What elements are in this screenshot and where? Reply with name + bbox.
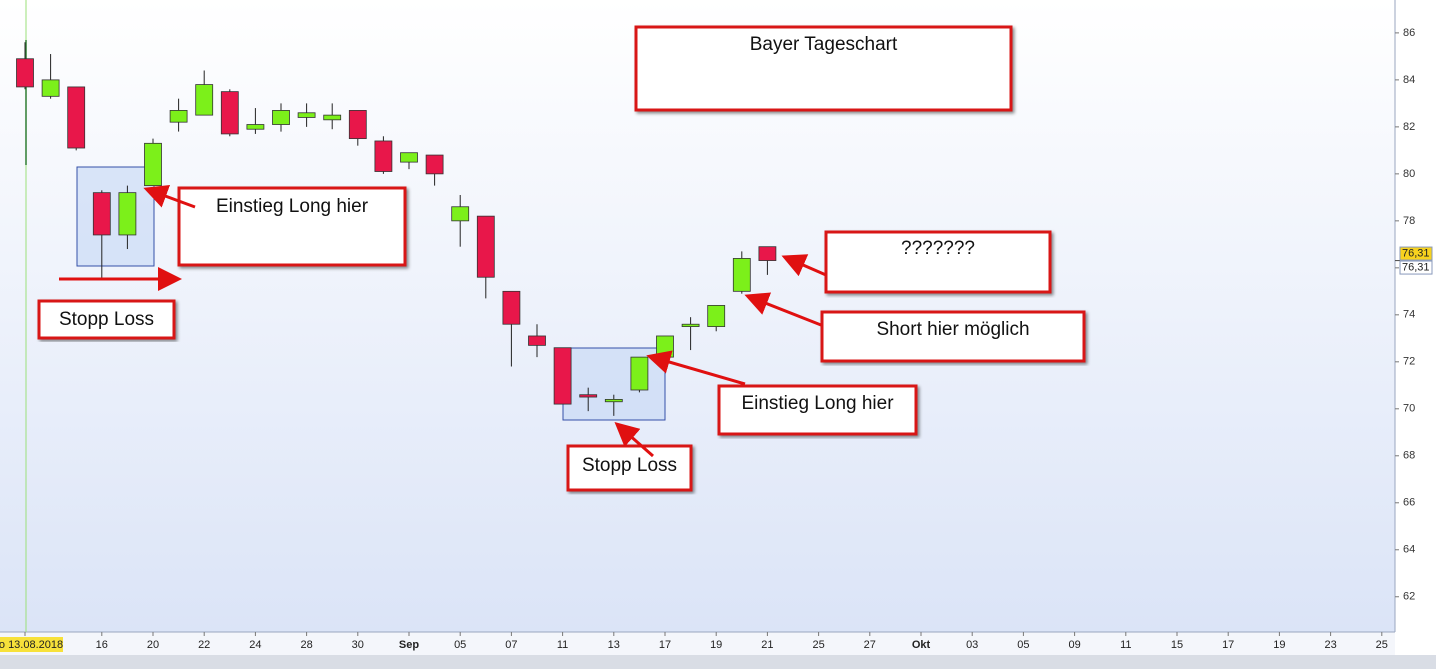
candle-body [144, 142, 162, 187]
y-tick-label: 84 [1403, 74, 1415, 86]
arrow [614, 422, 654, 458]
arrow [781, 254, 827, 277]
annotation-text: Stopp Loss [59, 309, 154, 330]
candle-body [323, 114, 342, 121]
x-tick-label: 07 [505, 639, 517, 651]
x-tick-label: Okt [912, 639, 931, 651]
annotation-box [37, 299, 176, 340]
candle-body [246, 124, 265, 130]
x-tick-label: 03 [966, 639, 978, 651]
arrow [143, 184, 196, 209]
candle-body [707, 305, 726, 327]
annotation-box [177, 186, 407, 267]
candle-body [297, 112, 316, 118]
annotation-text: Stopp Loss [582, 455, 677, 476]
y-tick-label: 68 [1403, 450, 1415, 462]
price-marker [1399, 246, 1433, 261]
y-tick-label: 86 [1403, 27, 1415, 39]
x-tick-label: 20 [147, 639, 159, 651]
y-tick-label: 66 [1403, 497, 1415, 509]
candle-body [400, 152, 418, 163]
candle-body [272, 110, 290, 125]
candle-body [451, 206, 470, 222]
x-tick-label: 19 [710, 639, 722, 651]
annotation-text: Short hier möglich [876, 319, 1029, 340]
candle-body [528, 335, 546, 346]
candle-body [118, 192, 137, 236]
x-tick-label: 28 [300, 639, 312, 651]
y-tick-label: 62 [1403, 591, 1415, 603]
annotation-box [820, 310, 1086, 363]
x-tick-label: 24 [249, 639, 261, 651]
x-axis-area [0, 632, 1395, 655]
candle-body [553, 347, 572, 405]
candle-body [195, 84, 214, 116]
candle-body [348, 110, 367, 140]
y-tick-label: 74 [1403, 309, 1415, 321]
y-axis-area [1395, 0, 1436, 655]
x-tick-label: 05 [1017, 639, 1029, 651]
candle-body [656, 335, 674, 358]
candle-body [732, 258, 751, 292]
price-marker [1399, 260, 1433, 275]
x-tick-label: 21 [761, 639, 773, 651]
candle-body [476, 215, 495, 278]
x-tick-label: 19 [1273, 639, 1285, 651]
candle-body [169, 110, 188, 123]
y-tick-label: 80 [1403, 168, 1415, 180]
x-tick-label: 17 [659, 639, 671, 651]
candle-body [579, 394, 598, 398]
x-tick-label: 30 [352, 639, 364, 651]
arrow [646, 350, 746, 386]
candle-body [220, 91, 239, 135]
y-tick-label: 82 [1403, 121, 1415, 133]
annotation-box [717, 384, 918, 436]
scrollbar[interactable] [0, 655, 1436, 669]
candle-body [67, 86, 86, 149]
candle-body [758, 246, 777, 261]
x-tick-label: 25 [812, 639, 824, 651]
candle-body [16, 58, 34, 88]
candle-body [502, 290, 521, 325]
y-tick-label: 64 [1403, 544, 1415, 556]
candle-body [604, 399, 623, 403]
annotation-text: Einstieg Long hier [216, 196, 369, 217]
x-tick-label: 13 [608, 639, 620, 651]
annotation-text: Bayer Tageschart [750, 34, 898, 55]
annotation-text: ??????? [901, 238, 975, 259]
x-tick-label: 09 [1068, 639, 1080, 651]
x-tick-label: 16 [96, 639, 108, 651]
candle-body [92, 192, 111, 236]
candle-body [681, 323, 700, 327]
annotation-text: Einstieg Long hier [741, 393, 894, 414]
x-tick-label: 27 [864, 639, 876, 651]
y-tick-label: 72 [1403, 356, 1415, 368]
x-tick-label: 25 [1376, 639, 1388, 651]
annotation-box [824, 230, 1052, 294]
candle-body [41, 79, 60, 97]
arrow [744, 292, 822, 327]
candle-body [630, 356, 649, 391]
y-tick-label: 70 [1403, 403, 1415, 415]
x-tick-label: Sep [399, 639, 419, 651]
y-tick-label: 78 [1403, 215, 1415, 227]
x-tick-label: 17 [1222, 639, 1234, 651]
candle-body [374, 140, 393, 172]
annotation-box [566, 444, 693, 492]
annotation-box [634, 25, 1013, 112]
zone [76, 166, 155, 267]
x-tick-label: 11 [1120, 639, 1131, 651]
candle-body [425, 154, 444, 175]
x-tick-label: 22 [198, 639, 210, 651]
x-tick-label: 05 [454, 639, 466, 651]
x-tick-label: o 13.08.2018 [0, 639, 63, 651]
date-badge [0, 637, 63, 652]
x-tick-label: 11 [557, 639, 568, 651]
price-marker-label: 76,31 [1402, 247, 1430, 259]
x-tick-label: 23 [1324, 639, 1336, 651]
x-tick-label: 15 [1171, 639, 1183, 651]
price-marker-label: 76,31 [1402, 261, 1430, 273]
